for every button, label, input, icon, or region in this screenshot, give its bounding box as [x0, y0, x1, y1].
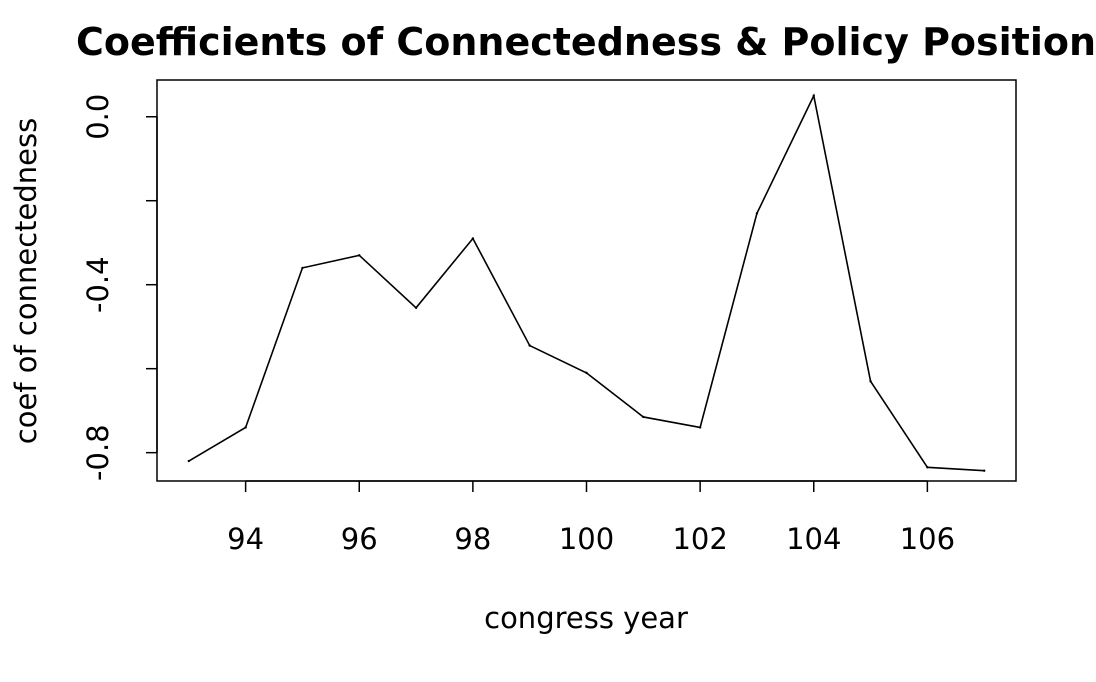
- y-axis: -0.8 -0.4 0.0: [81, 94, 158, 481]
- data-point: [698, 426, 702, 429]
- data-point: [585, 371, 588, 375]
- x-axis: 94 96 98 100 102 104 106: [227, 480, 955, 556]
- data-point: [869, 380, 872, 383]
- y-axis-label: coef of connectedness: [9, 118, 43, 444]
- data-point: [301, 266, 304, 270]
- data-points: [187, 94, 986, 472]
- plot-frame: [156, 79, 1017, 482]
- data-point: [528, 344, 531, 347]
- y-tick-label: -0.8: [81, 424, 115, 481]
- data-point: [471, 237, 475, 240]
- data-point: [358, 254, 361, 257]
- x-tick-label: 104: [786, 522, 841, 556]
- x-tick-label: 106: [900, 522, 955, 556]
- data-point: [642, 415, 645, 419]
- x-tick-label: 100: [559, 522, 614, 556]
- data-point: [187, 459, 191, 463]
- y-tick-label: 0.0: [81, 94, 115, 140]
- series-line: [188, 93, 985, 472]
- data-point: [982, 469, 986, 472]
- x-tick-label: 94: [227, 522, 264, 556]
- data-point: [414, 306, 418, 309]
- x-axis-label: congress year: [484, 601, 688, 635]
- chart-title: Coefficients of Connectedness & Policy P…: [76, 20, 1096, 64]
- x-tick-label: 98: [454, 522, 491, 556]
- data-point: [926, 466, 929, 469]
- data-point: [244, 426, 247, 429]
- data-point: [755, 212, 759, 215]
- x-tick-label: 102: [672, 522, 727, 556]
- data-point: [812, 94, 815, 97]
- y-tick-label: -0.4: [81, 256, 115, 313]
- x-tick-label: 96: [341, 522, 378, 556]
